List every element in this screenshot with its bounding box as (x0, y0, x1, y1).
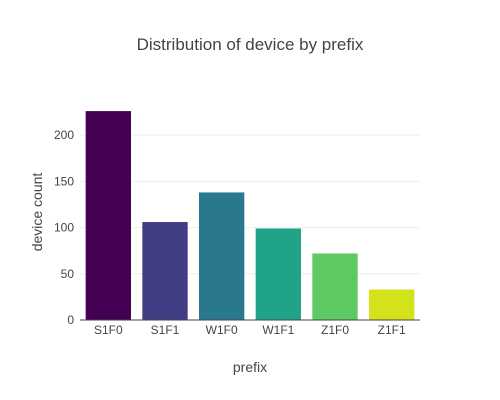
y-tick-label: 50 (61, 267, 75, 281)
x-tick-labels: S1F0 S1F1 W1F0 W1F1 Z1F0 Z1F1 (94, 323, 406, 337)
x-tick-label: S1F0 (94, 323, 123, 337)
bar-s1f0[interactable] (85, 111, 131, 320)
x-tick-label: Z1F1 (378, 323, 406, 337)
gridlines (80, 134, 420, 275)
y-tick-labels: 0 50 100 150 200 (54, 128, 74, 327)
bars (85, 111, 415, 320)
y-tick-label: 200 (54, 128, 74, 142)
y-tick-label: 150 (54, 174, 74, 188)
y-tick-label: 0 (67, 313, 74, 327)
x-axis-title: prefix (233, 359, 267, 375)
y-axis-title: device count (29, 173, 45, 252)
x-tick-label: W1F1 (262, 323, 294, 337)
bar-w1f0[interactable] (199, 192, 245, 320)
chart-title: Distribution of device by prefix (137, 35, 364, 54)
bar-z1f1[interactable] (369, 289, 415, 320)
x-tick-label: W1F0 (206, 323, 238, 337)
x-tick-label: S1F1 (151, 323, 180, 337)
y-tick-label: 100 (54, 221, 74, 235)
x-tick-label: Z1F0 (321, 323, 349, 337)
bar-s1f1[interactable] (142, 222, 188, 320)
bar-w1f1[interactable] (255, 228, 301, 320)
bar-z1f0[interactable] (312, 253, 358, 320)
